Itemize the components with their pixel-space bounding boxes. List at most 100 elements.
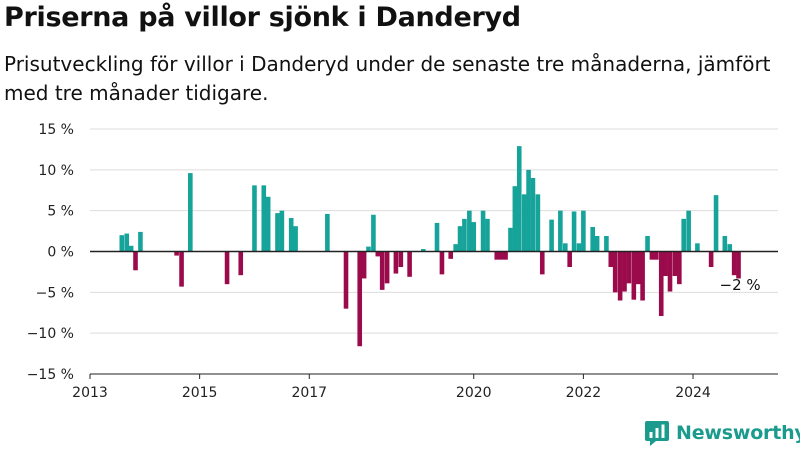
bar	[594, 235, 600, 252]
chart-title: Priserna på villor sjönk i Danderyd	[4, 2, 521, 33]
x-tick-label: 2020	[456, 385, 492, 401]
bar	[265, 196, 271, 252]
bar	[494, 251, 500, 260]
bar	[457, 226, 463, 252]
bar	[539, 251, 545, 275]
bar	[695, 243, 700, 252]
y-tick-label: 15 %	[38, 122, 74, 138]
bar	[453, 244, 458, 252]
y-tick-label: −5 %	[36, 285, 74, 301]
bar	[439, 251, 445, 275]
bar	[293, 226, 298, 252]
bar	[549, 219, 554, 252]
bar	[736, 251, 741, 279]
bar	[667, 251, 673, 292]
bar	[653, 251, 659, 260]
brand-name: Newsworthy	[676, 422, 800, 444]
bar	[188, 173, 193, 252]
bar	[325, 213, 330, 252]
bar	[238, 251, 244, 276]
bar	[645, 235, 650, 252]
axes: −15 % −10 % −5 % 0 % 5 % 10 % 15 % 2013 2015 2017…	[27, 122, 778, 401]
bar	[124, 233, 130, 252]
bar	[708, 251, 714, 268]
bar	[288, 218, 294, 252]
x-tick-label: 2013	[72, 385, 108, 401]
y-tick-label: −10 %	[27, 326, 74, 342]
bar	[658, 251, 664, 317]
bar	[576, 243, 582, 252]
bar	[626, 251, 632, 284]
bar	[462, 218, 467, 252]
bar	[393, 251, 399, 274]
bar	[635, 251, 641, 285]
x-tick-label: 2022	[566, 385, 602, 401]
bar	[512, 186, 518, 252]
bar	[567, 251, 572, 268]
bar	[261, 185, 267, 252]
bar	[590, 227, 596, 252]
bar	[275, 213, 280, 252]
bar	[398, 251, 404, 268]
data-label: −2 %	[720, 276, 761, 294]
bar	[681, 218, 687, 252]
bar	[530, 178, 536, 252]
bar	[604, 235, 609, 252]
bar	[631, 251, 637, 300]
bar	[375, 251, 381, 257]
bar	[686, 210, 691, 252]
bar	[343, 251, 349, 309]
bar	[503, 251, 508, 260]
bar	[608, 251, 614, 268]
bar	[448, 251, 454, 259]
bar	[535, 194, 541, 252]
bar	[713, 195, 719, 252]
brand[interactable]: Newsworthy	[644, 418, 800, 448]
bar	[133, 251, 138, 271]
newsworthy-logo-icon	[645, 421, 669, 446]
bar	[361, 251, 367, 279]
bar	[407, 251, 412, 277]
bar	[480, 210, 486, 252]
bar	[357, 251, 363, 347]
bar	[384, 251, 390, 284]
bar	[179, 251, 184, 287]
bar	[722, 235, 728, 252]
bar	[508, 227, 513, 252]
bar	[252, 185, 257, 252]
bar	[727, 244, 733, 252]
bar	[485, 218, 490, 252]
bar	[677, 251, 682, 285]
x-tick-label: 2024	[675, 385, 711, 401]
bar	[731, 251, 737, 276]
bar	[224, 251, 230, 285]
y-tick-label: 5 %	[47, 204, 74, 220]
bar	[663, 251, 668, 276]
x-tick-label: 2015	[182, 385, 218, 401]
bar	[562, 243, 568, 252]
bar	[138, 231, 143, 252]
bar	[371, 214, 376, 252]
bar	[571, 211, 577, 252]
bar	[366, 246, 371, 252]
y-tick-label: −15 %	[27, 367, 74, 383]
bar	[119, 235, 125, 252]
bar	[516, 146, 522, 252]
bar	[128, 245, 134, 252]
bar	[471, 222, 477, 252]
bar	[640, 251, 645, 301]
bar	[617, 251, 623, 301]
bar	[672, 251, 678, 276]
bar	[421, 249, 426, 252]
bar	[467, 210, 472, 252]
y-tick-label: 0 %	[47, 245, 74, 261]
bar	[558, 210, 563, 252]
bar	[612, 251, 618, 293]
y-tick-label: 10 %	[38, 163, 74, 179]
bar	[498, 251, 504, 260]
bar	[521, 194, 527, 252]
bar	[174, 251, 179, 256]
bar	[649, 251, 655, 260]
x-tick-label: 2017	[291, 385, 327, 401]
